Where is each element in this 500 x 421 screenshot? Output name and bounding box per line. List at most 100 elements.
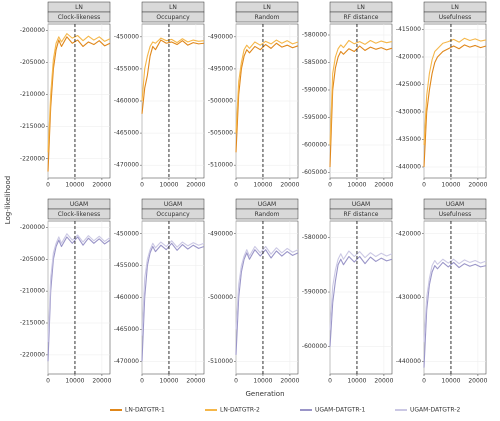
y-tick-label: -510000	[208, 358, 233, 365]
x-tick-label: 20000	[92, 182, 111, 189]
facet-col-label: RF distance	[344, 14, 379, 21]
y-tick-label: -600000	[302, 142, 327, 149]
x-tick-label: 20000	[468, 182, 487, 189]
x-tick-label: 20000	[92, 378, 111, 385]
x-tick-label: 20000	[186, 378, 205, 385]
x-tick-label: 10000	[253, 378, 272, 385]
series-line	[47, 36, 111, 172]
series-line	[329, 39, 393, 146]
facet-col-label: Usefulness	[439, 211, 472, 218]
series-line	[141, 37, 205, 102]
y-tick-label: -600000	[302, 343, 327, 350]
legend-label: LN-DATGTR-1	[125, 407, 165, 414]
x-tick-label: 10000	[253, 182, 272, 189]
x-tick-label: 0	[46, 182, 50, 189]
facet-col-label: Random	[255, 211, 280, 218]
strip	[329, 208, 393, 220]
facet-col-label: Usefulness	[439, 14, 472, 21]
x-tick-label: 20000	[468, 378, 487, 385]
y-tick-label: -490000	[208, 230, 233, 237]
x-tick-label: 0	[234, 182, 238, 189]
y-tick-label: -200000	[20, 27, 45, 34]
series-line	[235, 42, 299, 153]
y-tick-label: -500000	[208, 98, 233, 105]
y-tick-label: -460000	[114, 98, 139, 105]
y-tick-label: -500000	[208, 294, 233, 301]
facet-row-label: LN	[357, 4, 365, 11]
y-tick-label: -510000	[208, 162, 233, 169]
series-line	[235, 245, 299, 330]
facet-col-label: Clock-likeness	[58, 14, 101, 21]
y-tick-label: -440000	[396, 358, 421, 365]
x-tick-label: 20000	[280, 182, 299, 189]
facet-row-label: LN	[451, 4, 459, 11]
y-tick-label: -420000	[396, 230, 421, 237]
y-tick-label: -580000	[302, 32, 327, 39]
y-tick-label: -590000	[302, 289, 327, 296]
y-tick-label: -465000	[114, 326, 139, 333]
y-tick-label: -470000	[114, 358, 139, 365]
facet-col-label: Random	[255, 14, 280, 21]
y-tick-label: -605000	[302, 169, 327, 176]
x-tick-label: 0	[422, 378, 426, 385]
series-line	[141, 242, 205, 362]
y-tick-label: -505000	[208, 130, 233, 137]
x-tick-label: 0	[422, 182, 426, 189]
facet-col-label: Clock-likeness	[58, 211, 101, 218]
facet-row-label: LN	[169, 4, 177, 11]
x-tick-label: 10000	[65, 182, 84, 189]
y-tick-label: -210000	[20, 288, 45, 295]
strip	[423, 208, 487, 220]
y-tick-label: -455000	[114, 65, 139, 72]
x-tick-label: 20000	[374, 378, 393, 385]
x-axis-title: Generation	[245, 390, 284, 398]
y-tick-label: -430000	[396, 294, 421, 301]
series-line	[47, 33, 111, 153]
legend-label: UGAM-DATGTR-1	[315, 407, 365, 414]
x-tick-label: 0	[46, 378, 50, 385]
facet-row-label: UGAM	[352, 201, 370, 208]
y-tick-label: -450000	[114, 33, 139, 40]
x-tick-label: 10000	[159, 182, 178, 189]
y-tick-label: -595000	[302, 114, 327, 121]
series-line	[235, 39, 299, 134]
y-tick-label: -205000	[20, 59, 45, 66]
strip	[423, 11, 487, 23]
x-tick-label: 0	[140, 378, 144, 385]
series-line	[329, 255, 393, 347]
y-tick-label: -420000	[396, 54, 421, 61]
x-tick-label: 10000	[65, 378, 84, 385]
series-line	[423, 261, 487, 368]
facet-row-label: LN	[75, 4, 83, 11]
y-tick-label: -585000	[302, 59, 327, 66]
y-tick-label: -495000	[208, 65, 233, 72]
strip	[47, 11, 111, 23]
strip	[141, 11, 205, 23]
y-tick-label: -220000	[20, 351, 45, 358]
y-tick-label: -435000	[396, 136, 421, 143]
y-tick-label: -580000	[302, 234, 327, 241]
series-line	[235, 249, 299, 355]
y-tick-label: -220000	[20, 155, 45, 162]
y-tick-label: -450000	[114, 230, 139, 237]
y-tick-label: -215000	[20, 320, 45, 327]
y-tick-label: -215000	[20, 123, 45, 130]
legend-label: LN-DATGTR-2	[220, 407, 260, 414]
x-tick-label: 0	[140, 182, 144, 189]
y-tick-label: -470000	[114, 162, 139, 169]
x-tick-label: 20000	[186, 182, 205, 189]
panel	[47, 23, 111, 179]
strip	[235, 208, 299, 220]
series-line	[329, 250, 393, 331]
x-tick-label: 0	[234, 378, 238, 385]
y-tick-label: -460000	[114, 294, 139, 301]
y-tick-label: -425000	[396, 81, 421, 88]
series-line	[47, 236, 111, 362]
panel	[329, 23, 393, 179]
series-line	[423, 44, 487, 168]
facet-col-label: Occupancy	[156, 211, 190, 218]
legend-label: UGAM-DATGTR-2	[410, 407, 460, 414]
x-tick-label: 10000	[347, 182, 366, 189]
strip	[235, 11, 299, 23]
